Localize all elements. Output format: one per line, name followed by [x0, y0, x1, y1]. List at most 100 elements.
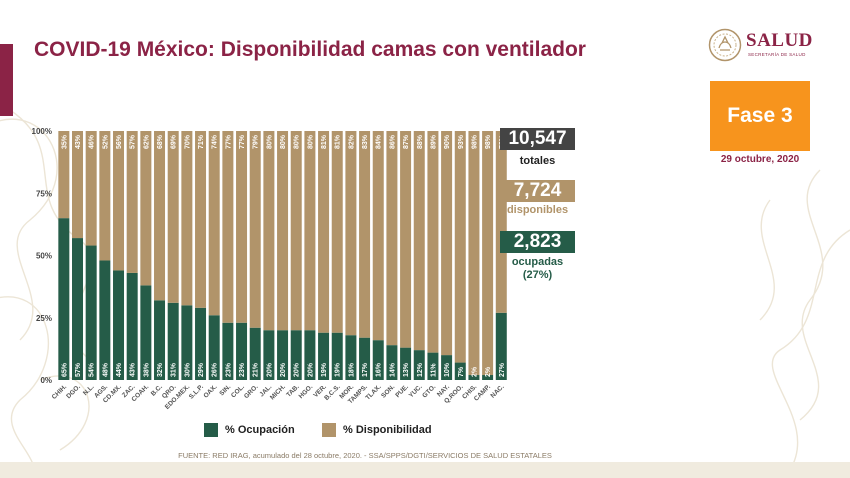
bar-availability [318, 131, 330, 333]
bar-occupancy [386, 345, 398, 380]
source-note: FUENTE: RED IRAG, acumulado del 28 octub… [178, 451, 552, 460]
bar-availability [454, 131, 466, 363]
category-label: PUE. [394, 383, 410, 399]
bar-occupancy [154, 300, 166, 380]
bar-occupancy-label: 32% [157, 362, 164, 377]
bar-availability-label: 83% [362, 134, 369, 149]
bar-occupancy-label: 65% [61, 362, 68, 377]
category-label: GRO. [243, 383, 260, 400]
bar-occupancy [181, 305, 193, 380]
bar-availability [126, 131, 138, 273]
category-label: OAX. [202, 383, 218, 399]
bar-availability [413, 131, 425, 351]
bar-occupancy [359, 337, 371, 380]
bar-availability [427, 131, 439, 353]
eagle-seal-icon [708, 28, 742, 62]
bar-availability [222, 131, 234, 323]
bar-occupancy-label: 44% [116, 362, 123, 377]
y-tick-label: 0% [40, 376, 52, 385]
bar-occupancy [441, 355, 453, 380]
bar-occupancy-label: 18% [348, 362, 355, 377]
bar-availability-label: 69% [171, 134, 178, 149]
bar-availability [167, 131, 179, 303]
bar-occupancy-label: 12% [417, 362, 424, 377]
bar-availability [495, 131, 507, 313]
total-beds-label: totales [519, 155, 556, 167]
bar-availability-label: 57% [130, 134, 137, 149]
bar-availability [386, 131, 398, 346]
bar-occupancy [427, 352, 439, 380]
legend-availability-label: % Disponibilidad [343, 424, 432, 436]
bar-occupancy [468, 375, 480, 380]
bar-occupancy [195, 307, 207, 380]
bar-availability [304, 131, 316, 331]
bar-availability-label: 35% [61, 134, 68, 149]
bar-availability-label: 77% [225, 134, 232, 149]
bar-availability-label: 80% [280, 134, 287, 149]
bar-availability [400, 131, 412, 348]
bar-availability-label: 79% [253, 134, 260, 149]
bar-availability [181, 131, 193, 306]
category-label: SON. [380, 383, 396, 399]
bar-occupancy-label: 2% [485, 366, 492, 377]
category-label: MICH. [269, 383, 287, 401]
bar-occupancy-label: 30% [184, 362, 191, 377]
bar-occupancy [249, 327, 261, 380]
bar-occupancy [304, 330, 316, 380]
category-label: B.C.S. [323, 383, 342, 402]
bar-occupancy [331, 332, 343, 380]
bar-occupancy [413, 350, 425, 380]
bar-occupancy [290, 330, 302, 380]
bar-availability [441, 131, 453, 356]
bar-availability-label: 81% [321, 134, 328, 149]
bar-availability [113, 131, 125, 271]
bar-occupancy-label: 20% [307, 362, 314, 377]
phase-badge: Fase 3 [710, 81, 810, 151]
bar-occupancy-label: 38% [143, 362, 150, 377]
bar-occupancy [99, 260, 111, 380]
category-label: GTO. [421, 383, 437, 399]
occupied-beds-box: 2,823 [500, 231, 575, 253]
bar-availability [331, 131, 343, 333]
total-beds-box: 10,547 [500, 128, 575, 150]
bar-availability-label: 74% [212, 134, 219, 149]
bar-availability-label: 86% [389, 134, 396, 149]
bar-availability [236, 131, 248, 323]
bar-availability [372, 131, 384, 341]
bar-occupancy [372, 340, 384, 380]
bar-occupancy-label: 19% [321, 362, 328, 377]
bar-occupancy-label: 23% [239, 362, 246, 377]
legend-availability: % Disponibilidad [322, 423, 432, 437]
bar-availability-label: 87% [403, 134, 410, 149]
bar-availability-label: 80% [307, 134, 314, 149]
bar-occupancy [85, 245, 97, 380]
bar-availability-label: 56% [116, 134, 123, 149]
bar-availability [72, 131, 84, 239]
category-label: TLAX. [364, 383, 382, 401]
bar-availability [359, 131, 371, 338]
bar-occupancy [126, 272, 138, 380]
legend-occupancy-swatch [204, 423, 218, 437]
bar-availability-label: 90% [444, 134, 451, 149]
bar-occupancy [222, 322, 234, 380]
bar-availability [99, 131, 111, 261]
logo-subtitle: SECRETARÍA DE SALUD [748, 52, 806, 57]
bar-availability-label: 77% [239, 134, 246, 149]
occupied-beds-percent: (27%) [522, 269, 553, 281]
bar-availability-label: 98% [471, 134, 478, 149]
bar-availability [58, 131, 70, 219]
bar-availability-label: 80% [294, 134, 301, 149]
legend-occupancy: % Ocupación [204, 423, 295, 437]
bar-availability [208, 131, 220, 316]
bar-occupancy-label: 57% [75, 362, 82, 377]
logo-wordmark: SALUD [746, 30, 813, 51]
available-beds-box: 7,724 [500, 180, 575, 202]
page-title: COVID-19 México: Disponibilidad camas co… [34, 38, 586, 61]
bar-occupancy [58, 218, 70, 380]
y-tick-label: 100% [32, 127, 52, 136]
bar-availability [277, 131, 289, 331]
bar-availability-label: 93% [458, 134, 465, 149]
bar-occupancy [400, 347, 412, 380]
bar-occupancy-label: 48% [102, 362, 109, 377]
